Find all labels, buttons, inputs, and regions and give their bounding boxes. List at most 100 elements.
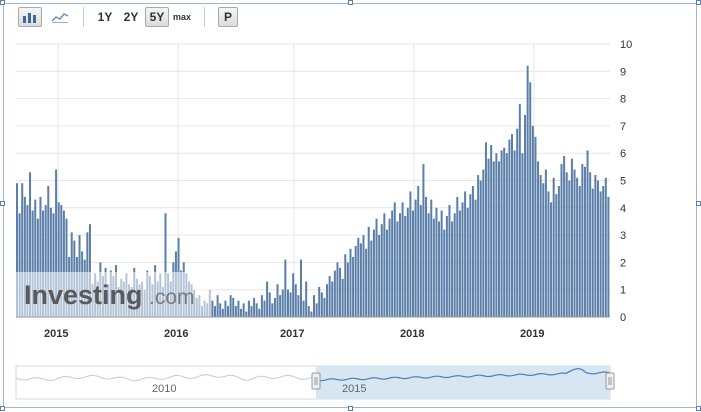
bar	[352, 256, 355, 317]
toolbar-separator	[83, 7, 84, 27]
bar	[362, 235, 365, 317]
bar	[276, 284, 279, 317]
bar	[242, 303, 245, 317]
bar	[224, 300, 227, 317]
bar	[60, 205, 63, 317]
bar	[245, 311, 248, 317]
bar	[443, 229, 446, 317]
bar	[391, 210, 394, 317]
bar	[581, 164, 584, 317]
investing-watermark: Investing .com	[16, 272, 211, 317]
bar	[425, 196, 428, 317]
bar	[305, 281, 308, 317]
bar	[211, 300, 214, 317]
bar	[518, 104, 521, 317]
bar	[417, 185, 420, 317]
bar	[557, 185, 560, 317]
resize-handle-left[interactable]	[0, 201, 5, 206]
bar	[357, 237, 360, 317]
bar	[88, 224, 91, 317]
bar	[594, 175, 597, 317]
navigator-handle[interactable]	[605, 372, 615, 390]
navigator-selected-range[interactable]	[316, 366, 610, 399]
bar	[445, 215, 448, 317]
bar	[586, 150, 589, 317]
resize-handle-top[interactable]	[348, 0, 353, 5]
p-button[interactable]: P	[218, 7, 238, 27]
navigator-selected-line	[315, 367, 611, 382]
bar	[456, 196, 459, 317]
time-navigator[interactable]: 2010 2015	[0, 348, 701, 408]
range-5y-button[interactable]: 5Y	[145, 7, 169, 27]
bar	[578, 185, 581, 317]
bar	[471, 185, 474, 317]
range-2y-button[interactable]: 2Y	[123, 10, 139, 24]
navigator-handle[interactable]	[311, 372, 321, 390]
line-chart-icon	[51, 13, 69, 23]
bar	[266, 281, 269, 317]
bar	[511, 134, 514, 317]
bar	[477, 175, 480, 317]
bar	[55, 169, 58, 317]
bar	[234, 306, 237, 317]
bar	[57, 202, 60, 317]
bar	[378, 235, 381, 317]
bar	[214, 306, 217, 317]
bar	[372, 229, 375, 317]
bar	[23, 196, 26, 317]
resize-handle-bottom-left[interactable]	[0, 406, 5, 411]
range-max-button[interactable]: max	[172, 12, 191, 22]
bar	[359, 243, 362, 317]
bar	[255, 303, 258, 317]
bar	[513, 150, 516, 317]
bar	[354, 246, 357, 317]
bar	[534, 136, 537, 317]
chart-toolbar: 1Y 2Y 5Y max P	[0, 0, 701, 32]
x-tick-label: 2016	[164, 328, 188, 340]
bar	[440, 210, 443, 317]
bar	[458, 210, 461, 317]
bar	[328, 276, 331, 317]
bar	[29, 172, 32, 317]
bar	[500, 150, 503, 317]
range-1y-button[interactable]: 1Y	[97, 10, 113, 24]
bar	[232, 297, 235, 317]
bar	[398, 213, 401, 317]
bar	[547, 191, 550, 317]
bar	[568, 180, 571, 317]
bar	[349, 248, 352, 317]
navigator-label: 2010	[152, 383, 176, 395]
bar	[414, 199, 417, 317]
bar	[531, 125, 534, 318]
bar	[26, 205, 29, 317]
bar	[583, 166, 586, 317]
bar	[550, 202, 553, 317]
bar	[453, 213, 456, 317]
bar	[589, 172, 592, 317]
bar	[490, 145, 493, 317]
bar	[221, 308, 224, 317]
bar	[47, 185, 50, 317]
bar	[432, 218, 435, 317]
bar	[427, 213, 430, 317]
bar	[495, 153, 498, 317]
bar	[313, 295, 316, 317]
bar	[65, 218, 68, 317]
bar	[341, 278, 344, 317]
bar	[393, 202, 396, 317]
bar	[487, 158, 490, 317]
bar	[521, 153, 524, 317]
bar	[336, 262, 339, 317]
bar	[591, 188, 594, 317]
bar	[563, 155, 566, 317]
bar	[219, 303, 222, 317]
resize-handle-top-left[interactable]	[0, 0, 5, 5]
y-tick-label: 8	[620, 94, 626, 106]
bar-chart-button[interactable]	[18, 7, 42, 27]
bar	[469, 194, 472, 317]
resize-handle-bottom[interactable]	[348, 406, 353, 411]
y-axis: 0 1 2 3 4 5 6 7 8 9 10	[620, 39, 632, 324]
watermark-brand: Investing	[24, 280, 143, 310]
bar	[307, 306, 310, 317]
line-chart-button[interactable]	[48, 7, 72, 27]
